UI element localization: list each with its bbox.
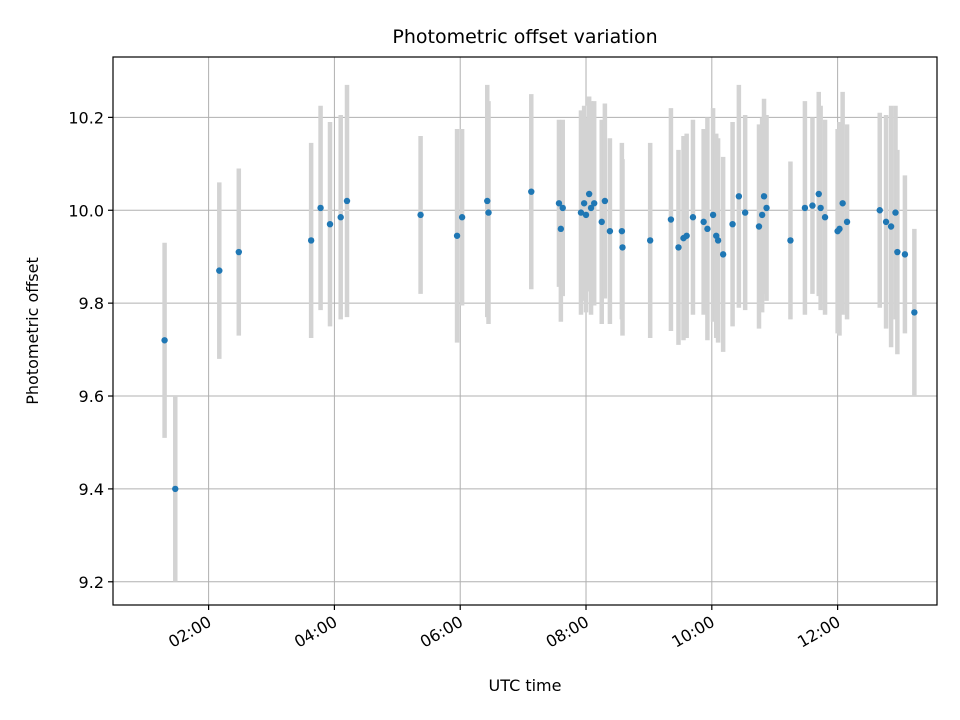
data-point (235, 248, 243, 256)
data-point (557, 225, 565, 233)
data-point (307, 237, 315, 244)
data-point (580, 200, 588, 207)
data-point (843, 218, 851, 226)
data-point (700, 218, 707, 226)
y-tick-label: 9.2 (79, 573, 104, 592)
data-point (453, 232, 461, 239)
data-point (485, 209, 492, 216)
data-point (901, 251, 909, 258)
x-axis-title: UTC time (489, 676, 562, 695)
data-point (892, 209, 899, 216)
data-point (559, 204, 566, 212)
data-point (675, 244, 682, 251)
data-point (815, 190, 822, 198)
y-axis-title: Photometric offset (23, 257, 42, 405)
data-point (216, 267, 223, 274)
data-point (598, 218, 605, 226)
data-point (876, 207, 883, 214)
data-point (606, 227, 614, 235)
data-point (714, 237, 722, 244)
data-point (729, 220, 736, 228)
data-point (585, 190, 593, 198)
y-axis: 9.2 9.4 9.6 9.8 10.0 10.2 (68, 108, 113, 592)
data-point (317, 204, 324, 212)
data-point (528, 188, 535, 195)
data-point (161, 337, 168, 344)
y-tick-label: 9.4 (79, 480, 104, 499)
data-point (458, 214, 466, 221)
plot-frame (112, 56, 938, 606)
data-point (577, 209, 585, 216)
data-point (787, 237, 794, 244)
data-point (619, 244, 626, 251)
data-point (801, 204, 809, 212)
data-point (709, 211, 717, 219)
data-point (755, 223, 763, 230)
y-tick-label: 10.2 (68, 108, 104, 127)
data-point (882, 218, 890, 226)
data-point (741, 209, 749, 216)
data-point (582, 211, 590, 219)
data-point (683, 232, 690, 239)
data-point (887, 223, 895, 230)
y-tick-label: 9.6 (79, 387, 104, 406)
data-point (911, 309, 918, 316)
data-point (343, 197, 351, 205)
data-point (839, 200, 846, 207)
data-point (337, 214, 344, 221)
data-point (894, 248, 901, 256)
data-point (809, 202, 816, 209)
data-point (618, 227, 626, 235)
data-point (689, 214, 697, 221)
data-point (646, 237, 654, 244)
data-point (601, 197, 609, 205)
data-point (590, 200, 598, 207)
data-point (760, 193, 768, 200)
y-tick-label: 9.8 (79, 294, 104, 313)
data-point (555, 200, 563, 207)
data-point (758, 211, 766, 219)
data-point (587, 204, 595, 212)
data-point (763, 204, 770, 212)
data-point (172, 485, 179, 493)
data-point (704, 225, 711, 233)
y-tick-label: 10.0 (68, 201, 104, 220)
data-point (817, 204, 824, 212)
data-point (735, 193, 743, 200)
data-point (326, 220, 334, 228)
data-point (821, 214, 829, 221)
data-point (484, 197, 491, 205)
data-point (667, 216, 675, 223)
data-point (836, 225, 843, 233)
data-point (417, 211, 424, 219)
data-point (719, 251, 727, 258)
data-points (161, 188, 918, 493)
chart-title: Photometric offset variation (392, 26, 657, 48)
